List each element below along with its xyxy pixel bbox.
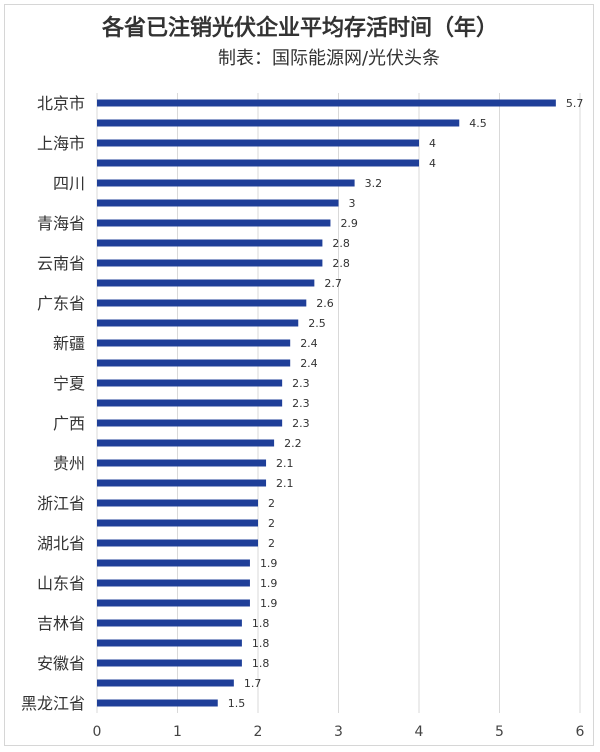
- bar: [97, 459, 267, 467]
- category-label: 黑龙江省: [21, 694, 85, 713]
- category-label: 浙江省: [37, 494, 85, 513]
- category-label: 云南省: [37, 254, 85, 273]
- bar: [97, 599, 250, 607]
- x-tick-label: 6: [576, 724, 585, 740]
- bar: [97, 319, 299, 327]
- x-tick-label: 0: [93, 724, 102, 740]
- bar: [97, 659, 242, 667]
- bar: [97, 159, 419, 167]
- bar-value-label: 2: [268, 497, 275, 510]
- bar-value-label: 1.9: [260, 577, 278, 590]
- bar: [97, 679, 234, 687]
- bar-value-label: 5.7: [566, 97, 584, 110]
- bar: [97, 219, 331, 227]
- bar-value-label: 2.2: [284, 437, 302, 450]
- bar-value-label: 1.9: [260, 557, 278, 570]
- bar-value-label: 2.3: [292, 417, 310, 430]
- bar-value-label: 2.5: [308, 317, 326, 330]
- bar: [97, 119, 460, 127]
- bar-value-label: 2: [268, 537, 275, 550]
- bar: [97, 379, 283, 387]
- bar-value-label: 2.8: [332, 237, 350, 250]
- bar-value-label: 1.7: [244, 677, 262, 690]
- bar-value-label: 2.7: [324, 277, 342, 290]
- bar: [97, 399, 283, 407]
- bar-value-label: 2.6: [316, 297, 334, 310]
- x-tick-label: 1: [173, 724, 182, 740]
- x-tick-label: 4: [415, 724, 424, 740]
- bar-value-label: 1.8: [252, 637, 270, 650]
- bar: [97, 539, 258, 547]
- bar: [97, 179, 355, 187]
- bar-value-label: 2.4: [300, 357, 318, 370]
- bar: [97, 239, 323, 247]
- bar: [97, 199, 339, 207]
- bar: [97, 279, 315, 287]
- bar-value-label: 2.8: [332, 257, 350, 270]
- bar-value-label: 4: [429, 157, 436, 170]
- category-label: 广西: [53, 414, 85, 433]
- bar: [97, 699, 218, 707]
- bar: [97, 439, 275, 447]
- category-label: 宁夏: [53, 374, 85, 393]
- bar-value-label: 4.5: [469, 117, 487, 130]
- chart-subtitle: 制表：国际能源网/光伏头条: [217, 48, 441, 69]
- bar: [97, 579, 250, 587]
- bar: [97, 639, 242, 647]
- bar-value-label: 3: [349, 197, 356, 210]
- bar-value-label: 2.3: [292, 377, 310, 390]
- x-tick-label: 2: [254, 724, 263, 740]
- bar: [97, 359, 291, 367]
- category-label: 吉林省: [37, 614, 85, 633]
- category-label: 北京市: [37, 94, 85, 113]
- chart-frame: [4, 4, 594, 746]
- bar-value-label: 2.1: [276, 477, 294, 490]
- bar: [97, 99, 556, 107]
- category-label: 安徽省: [37, 654, 85, 673]
- bar: [97, 519, 258, 527]
- bar-value-label: 4: [429, 137, 436, 150]
- bar: [97, 499, 258, 507]
- bar-value-label: 2.1: [276, 457, 294, 470]
- bar: [97, 419, 283, 427]
- bar-value-label: 2: [268, 517, 275, 530]
- x-tick-label: 5: [495, 724, 504, 740]
- bar: [97, 139, 419, 147]
- chart-title: 各省已注销光伏企业平均存活时间（年）: [101, 16, 498, 41]
- category-label: 贵州: [53, 454, 85, 473]
- bar-value-label: 2.4: [300, 337, 318, 350]
- category-label: 上海市: [37, 134, 85, 153]
- category-label: 四川: [53, 174, 85, 193]
- x-tick-label: 3: [334, 724, 343, 740]
- category-label: 山东省: [37, 574, 85, 593]
- bar-value-label: 2.3: [292, 397, 310, 410]
- category-label: 青海省: [37, 214, 85, 233]
- category-label: 新疆: [53, 334, 85, 353]
- bar-value-label: 1.9: [260, 597, 278, 610]
- bar: [97, 339, 291, 347]
- bar-value-label: 3.2: [365, 177, 383, 190]
- bar-value-label: 1.8: [252, 617, 270, 630]
- bar: [97, 479, 267, 487]
- bar: [97, 259, 323, 267]
- bar-value-label: 1.8: [252, 657, 270, 670]
- bar: [97, 299, 307, 307]
- bar: [97, 559, 250, 567]
- bar-value-label: 2.9: [340, 217, 358, 230]
- bar-value-label: 1.5: [228, 697, 246, 710]
- bar: [97, 619, 242, 627]
- category-label: 广东省: [37, 294, 85, 313]
- category-label: 湖北省: [37, 534, 85, 553]
